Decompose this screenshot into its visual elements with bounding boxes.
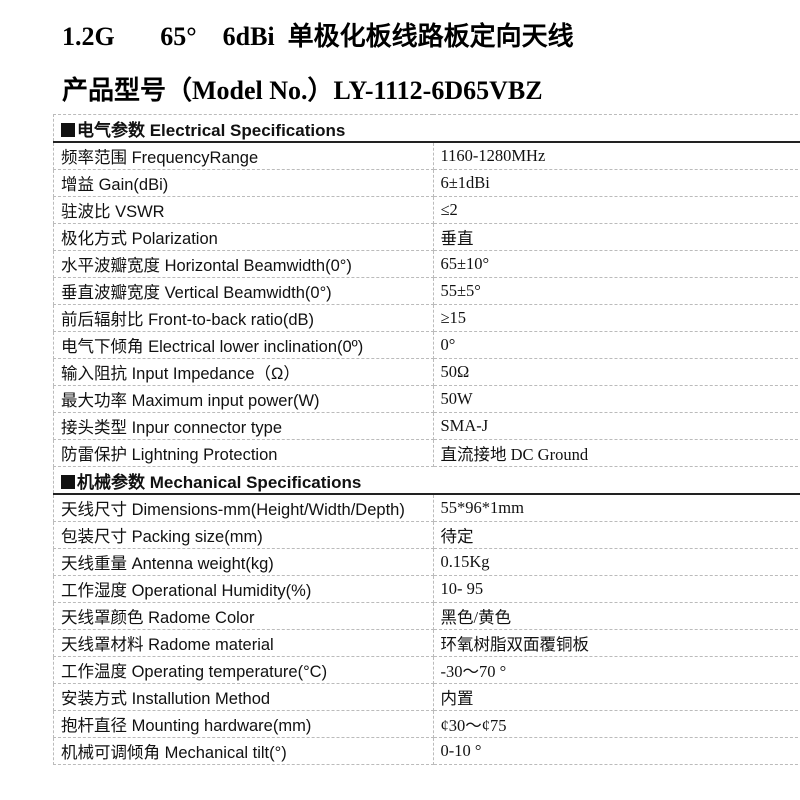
table-row: 最大功率 Maximum input power(W) 50W <box>53 385 800 413</box>
table-row: 垂直波瓣宽度 Vertical Beamwidth(0°) 55±5° <box>53 277 800 305</box>
black-square-icon <box>61 474 75 489</box>
spec-label: 天线重量 Antenna weight(kg) <box>53 548 434 576</box>
spec-label: 输入阻抗 Input Impedance（Ω） <box>53 358 434 386</box>
spec-value: 50Ω <box>432 358 800 386</box>
spec-label: 天线罩颜色 Radome Color <box>53 602 434 630</box>
spec-value: 直流接地 DC Ground <box>432 439 800 467</box>
table-row: 水平波瓣宽度 Horizontal Beamwidth(0°) 65±10° <box>53 250 800 278</box>
table-row: 工作湿度 Operational Humidity(%) 10- 95 <box>53 575 800 603</box>
table-row: 天线尺寸 Dimensions-mm(Height/Width/Depth) 55… <box>53 493 800 522</box>
table-row: 接头类型 Inpur connector type SMA-J <box>53 412 800 440</box>
spec-label: 天线尺寸 Dimensions-mm(Height/Width/Depth) <box>53 493 434 522</box>
table-row: 驻波比 VSWR ≤2 <box>53 196 800 224</box>
spec-value: 0-10 ° <box>432 737 800 765</box>
spec-label: 频率范围 FrequencyRange <box>53 141 434 170</box>
spec-value: ≥15 <box>432 304 800 332</box>
black-square-icon <box>61 122 75 137</box>
spec-label: 前后辐射比 Front-to-back ratio(dB) <box>53 304 434 332</box>
document-title: 1.2G 65° 6dBi 单极化板线路板定向天线 <box>62 22 574 51</box>
spec-value: 0.15Kg <box>432 548 800 576</box>
spec-label: 防雷保护 Lightning Protection <box>53 439 434 467</box>
section-title-cell: 机械参数 Mechanical Specifications <box>53 466 800 495</box>
spec-label: 安装方式 Installution Method <box>53 683 434 711</box>
model-number-heading: 产品型号（Model No.）LY-1112-6D65VBZ <box>62 76 543 105</box>
spec-value: ¢30～¢75 <box>432 710 800 738</box>
table-row: 增益 Gain(dBi) 6±1dBi <box>53 169 800 197</box>
spec-value: 内置 <box>432 683 800 711</box>
table-row: 包装尺寸 Packing size(mm) 待定 <box>53 521 800 549</box>
spec-label: 包装尺寸 Packing size(mm) <box>53 521 434 549</box>
spec-value: 垂直 <box>432 223 800 251</box>
table-row: 天线罩材料 Radome material 环氧树脂双面覆铜板 <box>53 629 800 657</box>
spec-label: 增益 Gain(dBi) <box>53 169 434 197</box>
table-row: 工作温度 Operating temperature(°C) -30～70 ° <box>53 656 800 684</box>
table-row: 天线罩颜色 Radome Color 黑色/黄色 <box>53 602 800 630</box>
table-row: 频率范围 FrequencyRange 1160-1280MHz <box>53 141 800 170</box>
spec-label: 极化方式 Polarization <box>53 223 434 251</box>
table-row: 电气下倾角 Electrical lower inclination(0º) 0° <box>53 331 800 359</box>
spec-label: 抱杆直径 Mounting hardware(mm) <box>53 710 434 738</box>
spec-value: ≤2 <box>432 196 800 224</box>
spec-label: 天线罩材料 Radome material <box>53 629 434 657</box>
spec-value: 55*96*1mm <box>432 493 800 522</box>
spec-label: 最大功率 Maximum input power(W) <box>53 385 434 413</box>
spec-value: 1160-1280MHz <box>432 141 800 170</box>
table-row: 抱杆直径 Mounting hardware(mm) ¢30～¢75 <box>53 710 800 738</box>
spec-value: 环氧树脂双面覆铜板 <box>432 629 800 657</box>
electrical-section-header: 电气参数 Electrical Specifications <box>53 114 800 143</box>
spec-value: 待定 <box>432 521 800 549</box>
spec-value: 0° <box>432 331 800 359</box>
table-row: 输入阻抗 Input Impedance（Ω） 50Ω <box>53 358 800 386</box>
table-row: 防雷保护 Lightning Protection 直流接地 DC Ground <box>53 439 800 467</box>
section-title: 机械参数 Mechanical Specifications <box>77 472 362 492</box>
spec-value: SMA-J <box>432 412 800 440</box>
section-title: 电气参数 Electrical Specifications <box>77 120 346 140</box>
table-row: 前后辐射比 Front-to-back ratio(dB) ≥15 <box>53 304 800 332</box>
spec-value: 6±1dBi <box>432 169 800 197</box>
mechanical-section-header: 机械参数 Mechanical Specifications <box>53 466 800 495</box>
spec-value: 黑色/黄色 <box>432 602 800 630</box>
spec-label: 驻波比 VSWR <box>53 196 434 224</box>
table-row: 极化方式 Polarization 垂直 <box>53 223 800 251</box>
section-title-cell: 电气参数 Electrical Specifications <box>53 114 800 143</box>
spec-label: 水平波瓣宽度 Horizontal Beamwidth(0°) <box>53 250 434 278</box>
table-row: 安装方式 Installution Method 内置 <box>53 683 800 711</box>
spec-label: 机械可调倾角 Mechanical tilt(°) <box>53 737 434 765</box>
spec-value: -30～70 ° <box>432 656 800 684</box>
spec-label: 接头类型 Inpur connector type <box>53 412 434 440</box>
spec-value: 10- 95 <box>432 575 800 603</box>
spec-label: 电气下倾角 Electrical lower inclination(0º) <box>53 331 434 359</box>
specifications-table: 电气参数 Electrical Specifications 频率范围 Frequ… <box>53 114 800 765</box>
spec-label: 工作湿度 Operational Humidity(%) <box>53 575 434 603</box>
spec-label: 垂直波瓣宽度 Vertical Beamwidth(0°) <box>53 277 434 305</box>
table-row: 天线重量 Antenna weight(kg) 0.15Kg <box>53 548 800 576</box>
spec-value: 65±10° <box>432 250 800 278</box>
spec-value: 50W <box>432 385 800 413</box>
table-row: 机械可调倾角 Mechanical tilt(°) 0-10 ° <box>53 737 800 765</box>
spec-value: 55±5° <box>432 277 800 305</box>
spec-label: 工作温度 Operating temperature(°C) <box>53 656 434 684</box>
